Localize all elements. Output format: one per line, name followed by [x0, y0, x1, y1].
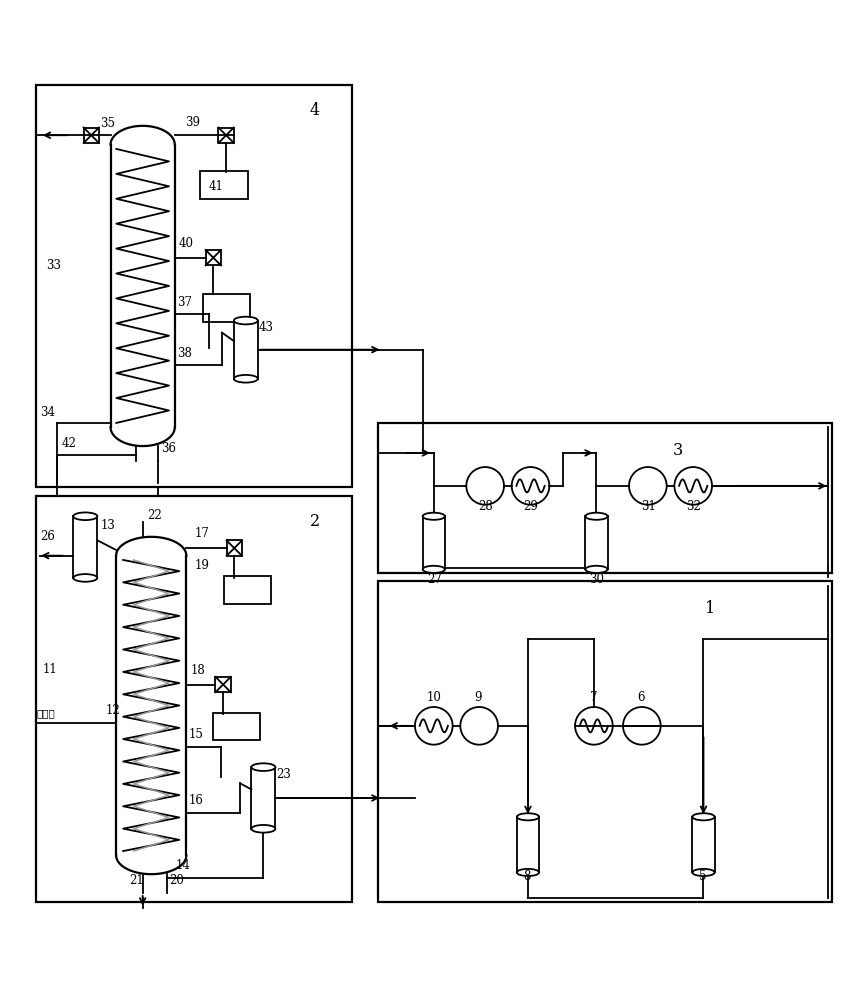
- Ellipse shape: [517, 813, 539, 820]
- Text: 21: 21: [129, 874, 143, 887]
- Text: 2: 2: [309, 513, 320, 530]
- Text: 19: 19: [195, 559, 210, 572]
- Text: 43: 43: [259, 321, 274, 334]
- Text: 8: 8: [523, 870, 530, 883]
- Bar: [200, 171, 247, 199]
- Text: 16: 16: [189, 794, 204, 807]
- Ellipse shape: [423, 513, 445, 520]
- Text: 11: 11: [42, 663, 58, 676]
- Text: 10: 10: [427, 691, 442, 704]
- Bar: [224, 576, 271, 604]
- Text: 23: 23: [277, 768, 291, 781]
- Ellipse shape: [252, 825, 276, 833]
- Text: 17: 17: [195, 527, 210, 540]
- Text: 4: 4: [309, 102, 320, 119]
- Text: 15: 15: [189, 728, 204, 741]
- Ellipse shape: [423, 566, 445, 573]
- Bar: [35, 496, 352, 902]
- Ellipse shape: [73, 512, 97, 520]
- Text: 28: 28: [478, 500, 493, 513]
- Text: 6: 6: [637, 691, 645, 704]
- Text: 天然气: 天然气: [36, 709, 55, 718]
- Bar: [35, 85, 352, 487]
- Text: 36: 36: [161, 442, 175, 455]
- Text: 5: 5: [699, 870, 707, 883]
- Bar: [213, 713, 260, 740]
- Ellipse shape: [73, 574, 97, 582]
- Text: 39: 39: [185, 116, 200, 129]
- Text: 1: 1: [705, 600, 715, 617]
- Text: 42: 42: [61, 437, 76, 450]
- Text: 30: 30: [589, 573, 605, 586]
- Text: 37: 37: [177, 296, 192, 309]
- Text: 12: 12: [106, 704, 120, 717]
- Text: 41: 41: [209, 180, 224, 193]
- Ellipse shape: [692, 813, 715, 820]
- Text: 13: 13: [101, 519, 116, 532]
- Ellipse shape: [692, 869, 715, 876]
- Text: 27: 27: [427, 573, 442, 586]
- Text: 18: 18: [191, 664, 205, 677]
- Text: 31: 31: [641, 500, 656, 513]
- Text: 33: 33: [46, 259, 61, 272]
- Bar: [378, 423, 832, 573]
- Ellipse shape: [234, 317, 258, 324]
- Text: 14: 14: [175, 859, 190, 872]
- Text: 20: 20: [169, 874, 184, 887]
- Ellipse shape: [585, 513, 607, 520]
- Bar: [378, 581, 832, 902]
- Text: 22: 22: [147, 509, 161, 522]
- Ellipse shape: [234, 375, 258, 383]
- Text: 29: 29: [524, 500, 539, 513]
- Text: 32: 32: [686, 500, 701, 513]
- Ellipse shape: [252, 763, 276, 771]
- Bar: [203, 294, 250, 322]
- Text: 35: 35: [100, 117, 115, 130]
- Text: 34: 34: [40, 406, 55, 419]
- Text: 9: 9: [474, 691, 482, 704]
- Ellipse shape: [585, 566, 607, 573]
- Text: 40: 40: [179, 237, 194, 250]
- Text: 38: 38: [177, 347, 192, 360]
- Text: 7: 7: [589, 691, 597, 704]
- Text: 3: 3: [673, 442, 684, 459]
- Ellipse shape: [517, 869, 539, 876]
- Text: 26: 26: [40, 530, 55, 543]
